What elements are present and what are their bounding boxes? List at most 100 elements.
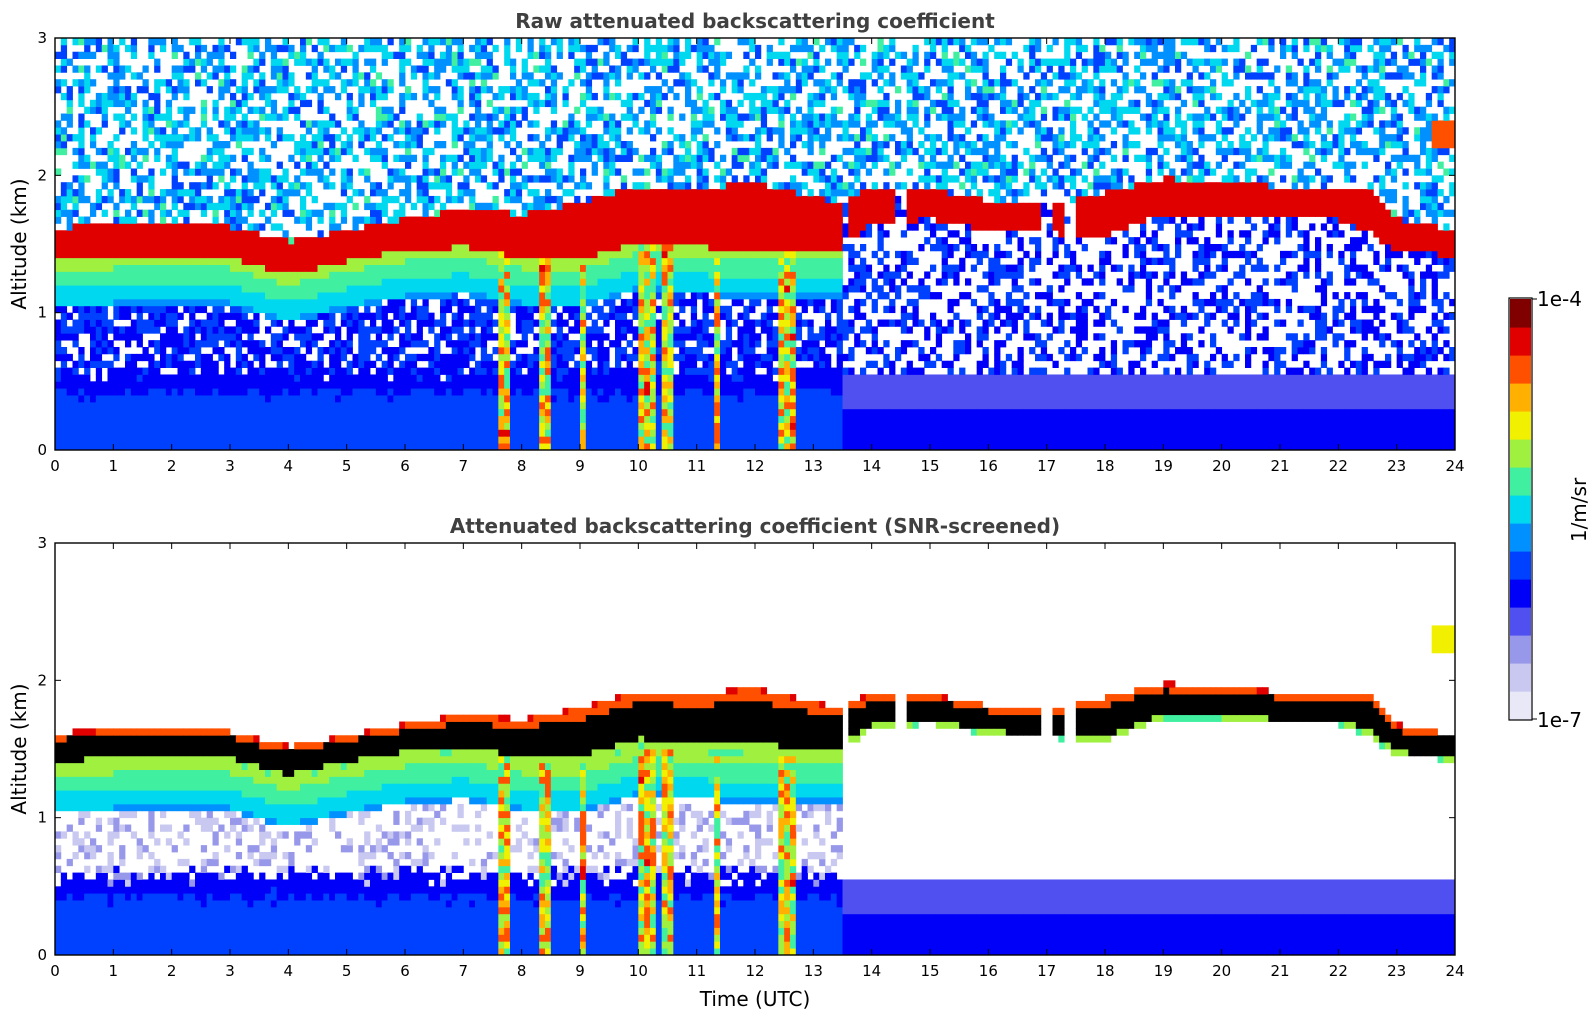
heatmap-cell — [270, 99, 278, 108]
heatmap-cell — [305, 443, 313, 450]
heatmap-cell — [253, 182, 260, 190]
heatmap-cell — [638, 271, 645, 279]
heatmap-cell — [311, 264, 318, 272]
heatmap-cell — [434, 374, 441, 382]
heatmap-cell — [685, 388, 692, 396]
heatmap-cell — [130, 141, 138, 149]
heatmap-cell — [148, 175, 155, 183]
heatmap-cell — [113, 305, 120, 314]
heatmap-cell — [154, 422, 161, 430]
heatmap-cell — [469, 257, 476, 265]
heatmap-cell — [661, 298, 668, 307]
heatmap-cell — [521, 58, 528, 66]
heatmap-cell — [650, 395, 657, 403]
heatmap-cell — [294, 147, 301, 156]
heatmap-cell — [521, 292, 528, 300]
heatmap-cell — [305, 367, 313, 375]
heatmap-cell — [72, 202, 79, 211]
heatmap-cell — [165, 161, 173, 169]
heatmap-cell — [154, 147, 161, 156]
heatmap-cell — [119, 154, 126, 162]
heatmap-cell — [445, 182, 453, 190]
heatmap-cell — [230, 244, 237, 252]
heatmap-cell — [60, 92, 68, 101]
heatmap-cell — [101, 292, 108, 300]
heatmap-cell — [410, 422, 418, 430]
heatmap-cell — [550, 99, 558, 108]
heatmap-cell — [498, 230, 505, 238]
heatmap-cell — [160, 141, 167, 149]
heatmap-cell — [422, 305, 429, 314]
heatmap-cell — [311, 147, 318, 156]
heatmap-cell — [253, 237, 260, 245]
heatmap-cell — [358, 72, 365, 80]
heatmap-cell — [364, 285, 371, 293]
heatmap-cell — [539, 65, 546, 73]
heatmap-cell — [183, 223, 190, 231]
heatmap-cell — [480, 401, 488, 410]
heatmap-cell — [370, 79, 377, 87]
heatmap-cell — [638, 237, 645, 245]
heatmap-cell — [574, 237, 581, 245]
heatmap-cell — [533, 408, 540, 417]
heatmap-cell — [475, 72, 482, 80]
heatmap-cell — [235, 395, 243, 403]
heatmap-cell — [457, 72, 464, 80]
heatmap-cell — [235, 237, 243, 245]
heatmap-cell — [521, 388, 528, 396]
heatmap-cell — [60, 347, 68, 355]
heatmap-cell — [574, 223, 581, 231]
heatmap-cell — [288, 72, 295, 80]
heatmap-cell — [475, 99, 482, 108]
heatmap-cell — [55, 51, 62, 59]
heatmap-cell — [615, 415, 622, 423]
heatmap-cell — [457, 367, 464, 375]
heatmap-cell — [405, 271, 412, 279]
heatmap-cell — [55, 422, 62, 430]
heatmap-cell — [142, 429, 149, 437]
heatmap-cell — [539, 319, 546, 327]
heatmap-cell — [527, 415, 534, 423]
heatmap-cell — [603, 38, 610, 46]
heatmap-cell — [101, 264, 108, 272]
heatmap-cell — [107, 292, 114, 300]
heatmap-cell — [317, 92, 324, 101]
heatmap-cell — [55, 436, 62, 444]
heatmap-cell — [183, 58, 190, 66]
heatmap-cell — [101, 250, 108, 259]
heatmap-cell — [101, 168, 108, 176]
heatmap-cell — [329, 353, 336, 362]
heatmap-cell — [130, 257, 138, 265]
heatmap-cell — [224, 340, 231, 348]
heatmap-cell — [428, 443, 435, 450]
heatmap-cell — [346, 340, 353, 348]
heatmap-cell — [556, 312, 563, 320]
heatmap-cell — [282, 195, 289, 204]
heatmap-cell — [101, 244, 108, 252]
heatmap-cell — [393, 127, 400, 135]
heatmap-cell — [475, 360, 482, 368]
heatmap-cell — [130, 72, 138, 80]
heatmap-cell — [574, 415, 581, 423]
heatmap-cell — [90, 278, 97, 286]
heatmap-cell — [434, 86, 441, 94]
heatmap-cell — [90, 401, 97, 410]
heatmap-cell — [545, 319, 552, 327]
heatmap-cell — [434, 381, 441, 389]
heatmap-cell — [445, 298, 453, 307]
heatmap-cell — [183, 202, 190, 211]
heatmap-cell — [241, 99, 248, 108]
heatmap-cell — [667, 347, 674, 355]
heatmap-cell — [130, 367, 138, 375]
heatmap-cell — [591, 202, 598, 211]
heatmap-cell — [574, 72, 581, 80]
heatmap-cell — [212, 360, 219, 368]
heatmap-cell — [609, 237, 616, 245]
heatmap-cell — [66, 401, 73, 410]
heatmap-cell — [550, 395, 558, 403]
heatmap-cell — [329, 244, 336, 252]
heatmap-cell — [218, 79, 225, 87]
heatmap-cell — [545, 347, 552, 355]
panel-raw: Raw attenuated backscattering coefficien… — [7, 9, 1465, 475]
heatmap-cell — [270, 340, 278, 348]
